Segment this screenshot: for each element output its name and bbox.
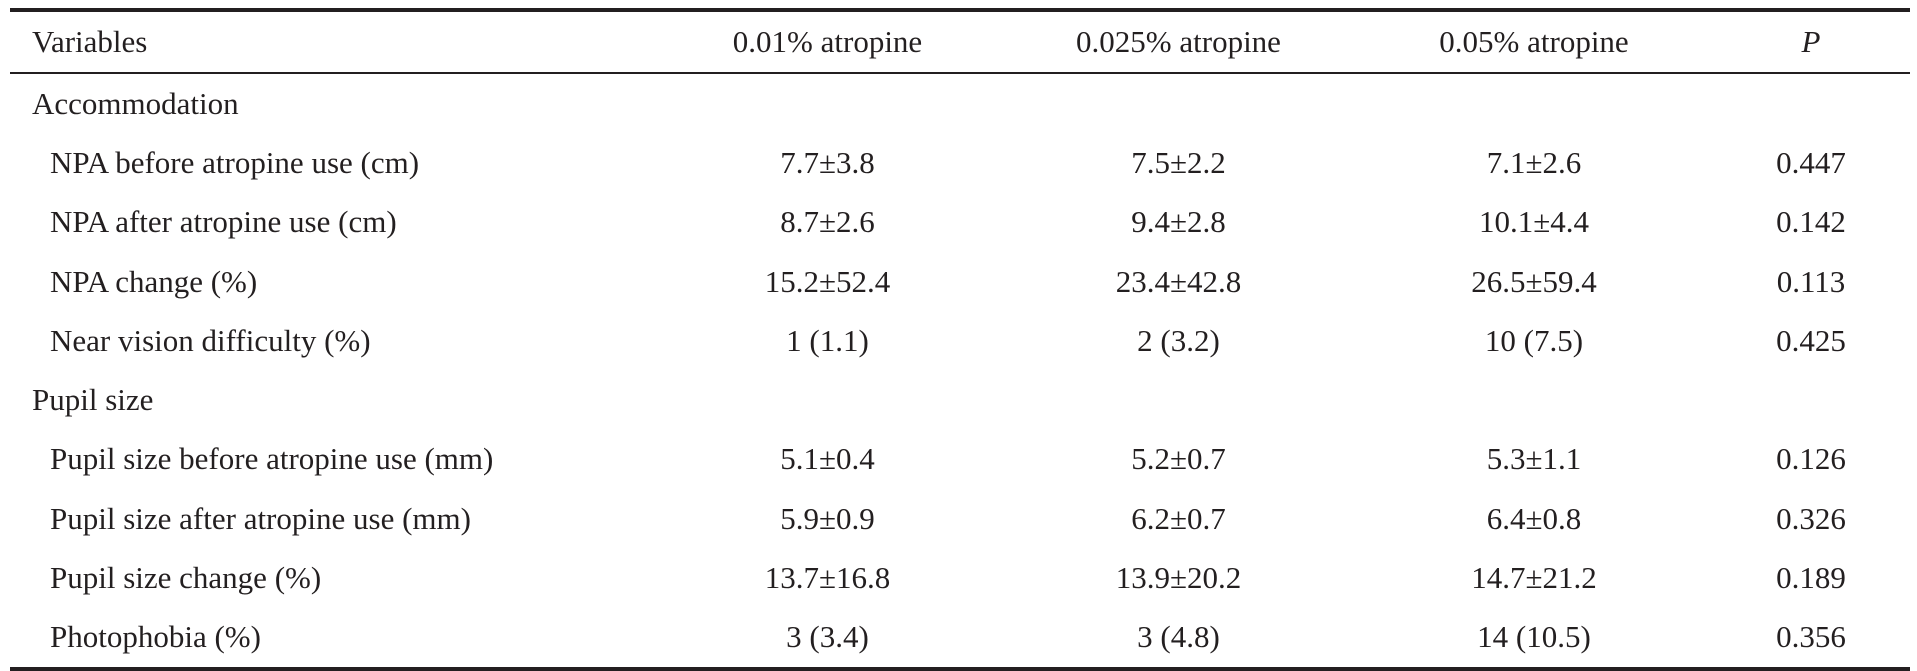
cell-atropine-001: 15.2±52.4 <box>764 263 891 299</box>
cell-p-value: 0.447 <box>1776 144 1846 180</box>
cell-atropine-005: 10 (7.5) <box>1484 322 1584 358</box>
row-label: Near vision difficulty (%) <box>50 322 371 358</box>
table-row: NPA change (%) 15.2±52.4 23.4±42.8 26.5±… <box>10 252 1910 311</box>
row-label: NPA after atropine use (cm) <box>50 204 397 240</box>
cell-atropine-0025: 5.2±0.7 <box>1131 441 1226 477</box>
table-body: Accommodation NPA before atropine use (c… <box>10 73 1910 669</box>
row-label: Pupil size change (%) <box>50 560 322 596</box>
table-row: NPA before atropine use (cm) 7.7±3.8 7.5… <box>10 133 1910 192</box>
cell-atropine-0025: 13.9±20.2 <box>1115 560 1242 596</box>
cell-atropine-0025: 3 (4.8) <box>1137 619 1220 655</box>
cell-atropine-005 <box>1356 73 1712 133</box>
table-row: Pupil size before atropine use (mm) 5.1±… <box>10 430 1910 489</box>
cell-atropine-005: 6.4±0.8 <box>1486 500 1582 536</box>
cell-atropine-0025: 6.2±0.7 <box>1131 500 1226 536</box>
table-row: Pupil size after atropine use (mm) 5.9±0… <box>10 489 1910 548</box>
cell-atropine-001 <box>654 73 1001 133</box>
header-atropine-0025: 0.025% atropine <box>1076 24 1281 59</box>
cell-atropine-005: 10.1±4.4 <box>1478 204 1589 240</box>
cell-atropine-0025: 2 (3.2) <box>1137 322 1220 358</box>
table-row: Photophobia (%) 3 (3.4) 3 (4.8) 14 (10.5… <box>10 608 1910 669</box>
cell-p-value: 0.126 <box>1776 441 1846 477</box>
results-table-container: Variables 0.01% atropine 0.025% atropine… <box>10 8 1910 671</box>
header-variables: Variables <box>32 24 148 59</box>
header-p-value: P <box>1801 24 1821 59</box>
cell-atropine-001: 13.7±16.8 <box>764 560 891 596</box>
cell-atropine-005: 14.7±21.2 <box>1471 560 1597 596</box>
cell-atropine-005: 5.3±1.1 <box>1486 441 1582 477</box>
cell-atropine-0025 <box>1001 370 1356 429</box>
table-header: Variables 0.01% atropine 0.025% atropine… <box>10 10 1910 73</box>
cell-atropine-005: 14 (10.5) <box>1477 619 1591 655</box>
row-label: NPA before atropine use (cm) <box>50 144 420 180</box>
header-atropine-001: 0.01% atropine <box>732 24 923 59</box>
cell-atropine-005 <box>1356 370 1712 429</box>
section-row-accommodation: Accommodation <box>10 73 1910 133</box>
cell-p-value <box>1712 73 1910 133</box>
cell-atropine-001: 5.1±0.4 <box>780 441 875 477</box>
cell-p-value: 0.189 <box>1776 560 1846 596</box>
cell-atropine-001: 7.7±3.8 <box>780 144 875 180</box>
table-row: Near vision difficulty (%) 1 (1.1) 2 (3.… <box>10 311 1910 370</box>
cell-atropine-001: 3 (3.4) <box>786 619 869 655</box>
cell-atropine-0025 <box>1001 73 1356 133</box>
row-label: Pupil size before atropine use (mm) <box>50 441 494 477</box>
row-label: NPA change (%) <box>50 263 258 299</box>
cell-atropine-0025: 23.4±42.8 <box>1115 263 1242 299</box>
cell-p-value: 0.142 <box>1776 204 1846 240</box>
cell-p-value: 0.356 <box>1776 619 1846 655</box>
cell-atropine-0025: 7.5±2.2 <box>1131 144 1226 180</box>
section-row-pupil-size: Pupil size <box>10 370 1910 429</box>
results-table: Variables 0.01% atropine 0.025% atropine… <box>10 8 1910 671</box>
cell-p-value: 0.326 <box>1776 500 1846 536</box>
cell-atropine-001: 8.7±2.6 <box>780 204 875 240</box>
cell-atropine-005: 7.1±2.6 <box>1486 144 1582 180</box>
header-row: Variables 0.01% atropine 0.025% atropine… <box>10 10 1910 73</box>
cell-p-value: 0.113 <box>1776 263 1846 299</box>
table-row: Pupil size change (%) 13.7±16.8 13.9±20.… <box>10 548 1910 607</box>
cell-atropine-001: 1 (1.1) <box>786 322 869 358</box>
cell-p-value: 0.425 <box>1776 322 1846 358</box>
cell-atropine-0025: 9.4±2.8 <box>1131 204 1226 240</box>
row-label: Photophobia (%) <box>50 619 261 655</box>
row-label: Pupil size after atropine use (mm) <box>50 500 471 536</box>
cell-atropine-001 <box>654 370 1001 429</box>
table-row: NPA after atropine use (cm) 8.7±2.6 9.4±… <box>10 193 1910 252</box>
section-label: Accommodation <box>32 85 239 121</box>
header-atropine-005: 0.05% atropine <box>1439 24 1629 59</box>
cell-p-value <box>1712 370 1910 429</box>
cell-atropine-005: 26.5±59.4 <box>1471 263 1597 299</box>
cell-atropine-001: 5.9±0.9 <box>780 500 875 536</box>
section-label: Pupil size <box>32 382 154 418</box>
